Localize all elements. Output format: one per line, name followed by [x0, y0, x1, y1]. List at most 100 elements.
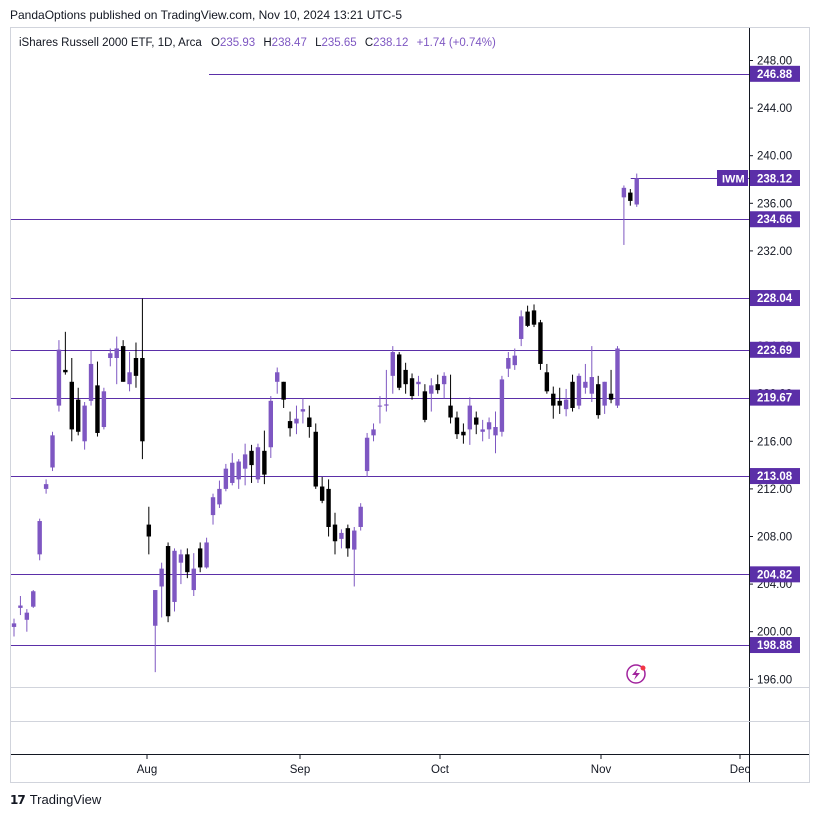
y-tick-label: 216.00 [757, 436, 792, 448]
open-value: 235.93 [220, 37, 255, 49]
level-label-box [750, 211, 800, 228]
candle-body [249, 450, 254, 466]
candle [76, 387, 81, 436]
candle-body [371, 429, 376, 436]
candle-body [133, 358, 139, 376]
y-tick-label: 208.00 [757, 532, 792, 544]
price-axis: 248.00244.00240.00236.00232.00228.00224.… [11, 28, 809, 782]
candle [88, 350, 94, 406]
candle-body [518, 316, 524, 339]
candle-body [397, 354, 402, 388]
candle [621, 185, 627, 245]
candle-body [422, 391, 428, 420]
candle-body [429, 385, 434, 394]
candle-body [172, 550, 177, 602]
candle [255, 443, 261, 483]
candle-body [63, 369, 68, 373]
candle [608, 369, 614, 404]
candle [377, 396, 383, 424]
candle-body [275, 372, 280, 382]
level-price-label: 198.88 [750, 637, 800, 654]
candle-body [76, 399, 81, 432]
candle-body [197, 548, 203, 568]
candle [416, 375, 421, 397]
y-tick-label: 212.00 [757, 484, 792, 496]
candle-body [634, 178, 639, 205]
candle [31, 590, 36, 608]
brand-name: TradingView [29, 792, 102, 807]
candle-body [56, 349, 62, 406]
candle [37, 518, 42, 561]
candle-body [69, 381, 74, 430]
candle-body [127, 372, 132, 385]
candle [217, 480, 222, 508]
candle [403, 362, 408, 394]
candle-body [390, 352, 395, 376]
candle [409, 373, 415, 400]
candle-body [589, 377, 594, 394]
y-tick-label: 240.00 [757, 151, 792, 163]
candle [307, 405, 312, 438]
candle [634, 173, 639, 207]
candle [512, 348, 517, 370]
candle [236, 459, 241, 489]
candle-body [364, 437, 370, 472]
candle-body [596, 384, 601, 416]
candle [146, 506, 152, 555]
candle [435, 374, 440, 394]
candle-body [153, 590, 158, 626]
candle-body [557, 400, 562, 406]
candle [300, 398, 306, 424]
high-value: 238.47 [272, 37, 307, 49]
candle [454, 411, 460, 439]
candle-body [358, 506, 363, 527]
candle-body [242, 454, 248, 469]
candle-body [416, 381, 421, 385]
candle [275, 367, 280, 394]
candle-body [210, 497, 216, 516]
candle [56, 340, 62, 412]
tradingview-footer[interactable]: 17 TradingView [10, 792, 101, 807]
candle-body [159, 568, 164, 587]
candle [352, 526, 357, 587]
level-price-label: 234.66 [750, 211, 800, 228]
candle [615, 346, 620, 408]
candle [538, 319, 543, 370]
candle-body [236, 461, 241, 480]
candle-body [88, 363, 94, 401]
candle-body [82, 405, 87, 442]
candle [345, 524, 351, 557]
last-price-box [750, 170, 800, 186]
candle-body [108, 353, 113, 358]
candle [95, 361, 100, 437]
candlestick-chart[interactable]: 248.00244.00240.00236.00232.00228.00224.… [11, 28, 809, 782]
candle [69, 358, 74, 442]
candle [486, 417, 492, 439]
candle-body [268, 400, 273, 448]
level-label-box [750, 389, 800, 406]
candle-body [615, 348, 620, 406]
y-tick-label: 248.00 [757, 56, 792, 68]
candle-body [101, 391, 107, 428]
candle-body [403, 369, 408, 385]
level-label-text: 223.69 [757, 345, 792, 357]
y-tick-label: 232.00 [757, 246, 792, 258]
candle [63, 331, 68, 375]
candle [159, 562, 164, 618]
level-price-label: 223.69 [750, 341, 800, 358]
candle-body [31, 591, 36, 607]
level-price-label: 204.82 [750, 566, 800, 583]
candle [204, 537, 209, 569]
candle-body [480, 429, 485, 432]
lightning-icon[interactable] [626, 664, 646, 684]
candle [422, 384, 428, 423]
candle-body [621, 187, 627, 198]
candle-body [583, 381, 588, 388]
candle-body [313, 431, 318, 487]
candle [461, 423, 466, 444]
candle [50, 431, 55, 472]
candle-body [512, 355, 517, 366]
candle-body [120, 346, 126, 382]
candle [230, 453, 235, 486]
candle-body [608, 393, 614, 400]
